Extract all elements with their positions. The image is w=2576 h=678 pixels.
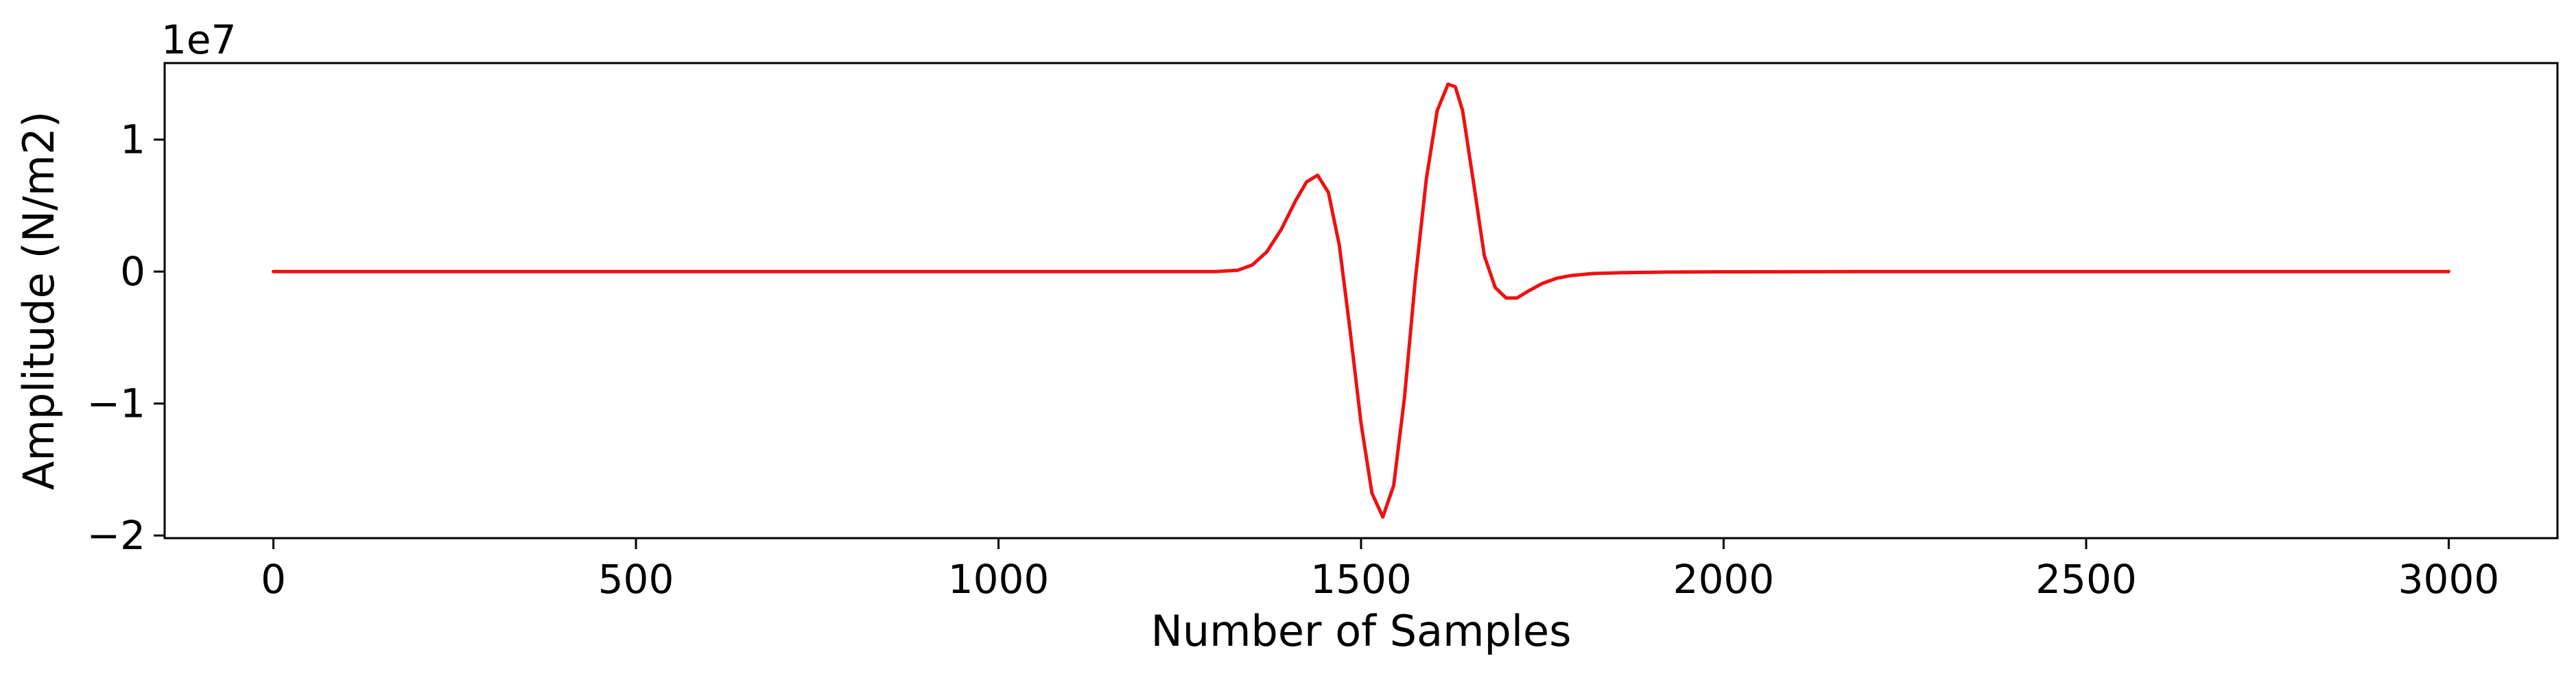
y-tick-label: −2 [87, 512, 146, 559]
y-tick-label: −1 [87, 380, 146, 427]
x-tick-label: 1500 [1310, 556, 1412, 603]
series-line-0 [272, 82, 2450, 519]
x-axis-ticks: 0 500 1000 1500 2000 2500 3000 [261, 538, 2499, 603]
x-tick-label: 2000 [1673, 556, 1775, 603]
x-tick-label: 1000 [948, 556, 1050, 603]
y-tick-label: 0 [120, 248, 145, 295]
x-tick-label: 2500 [2035, 556, 2137, 603]
y-axis-ticks: −2 −1 0 1 [87, 117, 165, 559]
x-tick-label: 3000 [2398, 556, 2500, 603]
plot-area [272, 82, 2450, 519]
y-tick-label: 1 [120, 117, 145, 163]
x-tick-label: 500 [598, 556, 674, 603]
x-tick-label: 0 [261, 556, 286, 603]
x-axis-label: Number of Samples [1150, 606, 1571, 656]
y-axis-offset-label: 1e7 [161, 16, 237, 63]
y-axis-label: Amplitude (N/m2) [14, 111, 64, 490]
